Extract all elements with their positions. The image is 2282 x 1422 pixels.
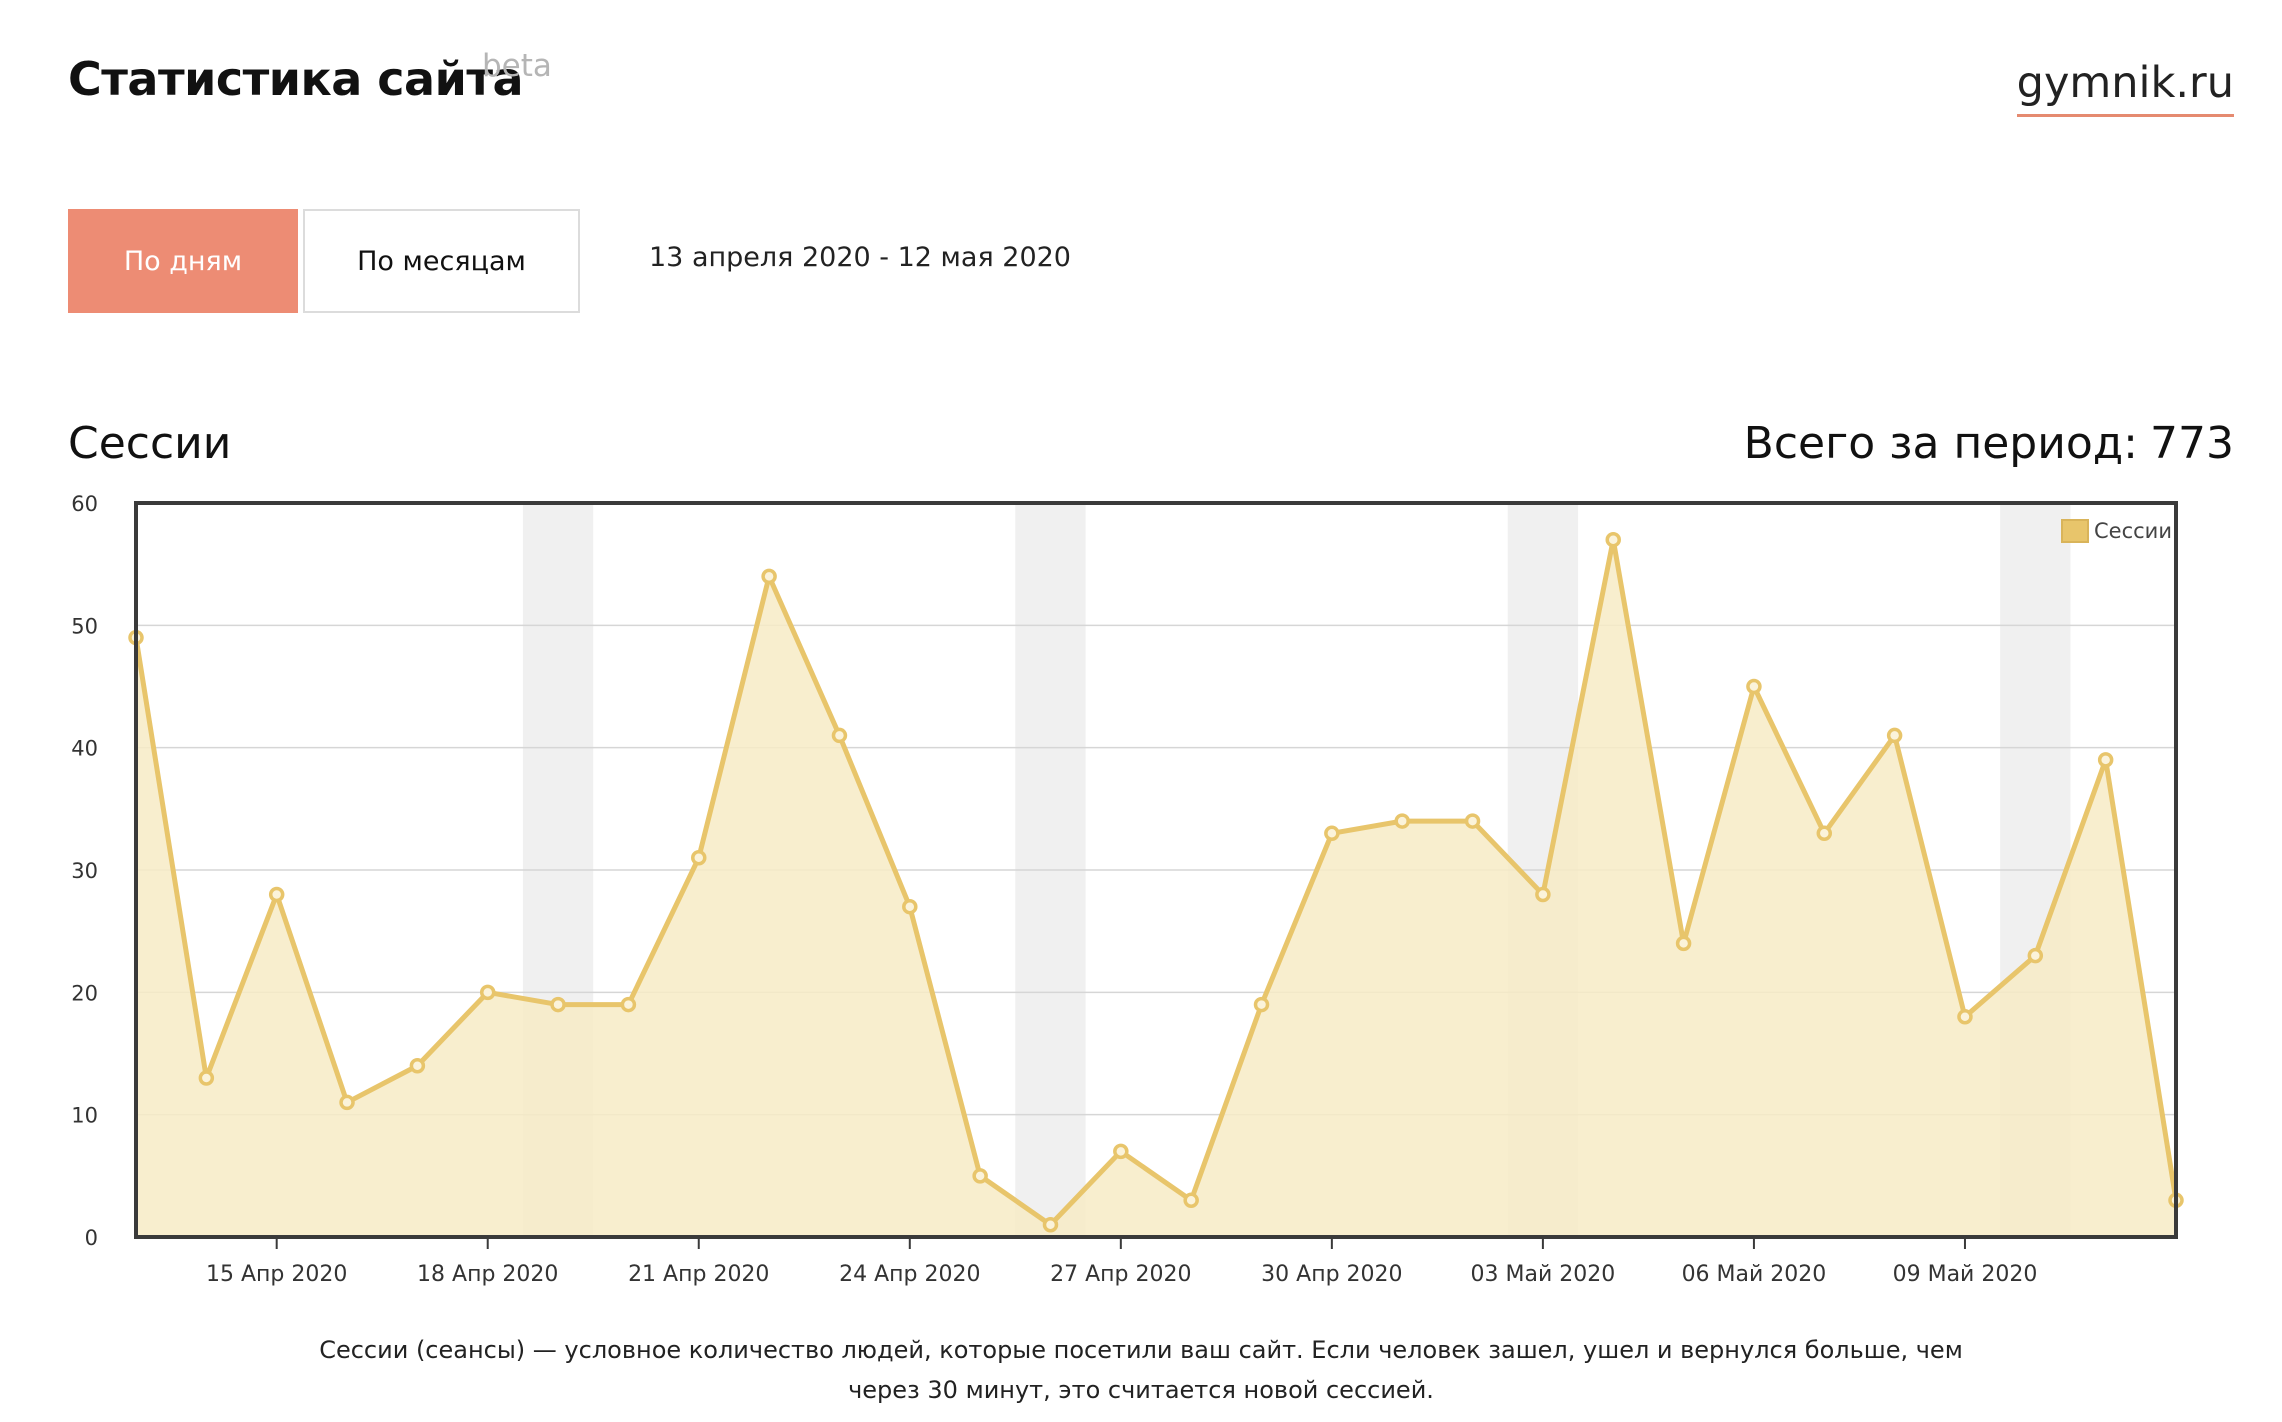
total-value: 773	[2150, 418, 2234, 469]
sessions-chart: 0 10 20 30 40 50 60 15 Апр 2020 18 Апр 2020 21 Ап…	[71, 492, 2184, 1287]
x-tick-label: 03 Май 2020	[1471, 1262, 1616, 1287]
data-point	[550, 996, 566, 1013]
y-tick-label: 0	[85, 1226, 98, 1250]
data-point	[1394, 813, 1410, 829]
y-tick-label: 60	[71, 492, 98, 516]
data-point	[1535, 886, 1551, 903]
data-point	[2097, 752, 2114, 768]
total-label: Всего за период:	[1743, 418, 2139, 469]
page-title: Статистика сайта	[68, 52, 524, 106]
x-tick-label: 30 Апр 2020	[1261, 1262, 1402, 1287]
x-tick-label: 27 Апр 2020	[1050, 1262, 1191, 1287]
y-tick-label: 50	[71, 614, 98, 638]
data-point	[1957, 1009, 1973, 1025]
data-point	[2027, 947, 2044, 964]
y-tick-label: 20	[71, 981, 98, 1005]
x-tick-label: 21 Апр 2020	[628, 1262, 769, 1287]
data-point	[1816, 825, 1833, 842]
x-tick-label: 06 Май 2020	[1682, 1262, 1827, 1287]
data-point	[831, 727, 848, 744]
x-tick-label: 18 Апр 2020	[417, 1262, 558, 1287]
by-days-button[interactable]: По дням	[68, 209, 298, 313]
data-point	[1746, 678, 1762, 695]
data-point	[691, 850, 707, 866]
data-point	[1464, 813, 1481, 829]
data-point	[198, 1070, 215, 1086]
data-point	[409, 1057, 426, 1074]
data-point	[620, 996, 637, 1013]
series-line	[133, 537, 2179, 1228]
data-point	[902, 898, 918, 915]
data-point	[1886, 727, 1903, 744]
x-tick-label: 09 Май 2020	[1893, 1262, 2038, 1287]
x-tick-label: 24 Апр 2020	[839, 1262, 980, 1287]
data-point	[1113, 1143, 1129, 1160]
series-area	[136, 539, 2176, 1237]
data-point	[479, 984, 496, 1001]
data-point	[1183, 1192, 1199, 1209]
plot-frame	[134, 501, 2178, 1239]
y-tick-label: 30	[71, 859, 98, 883]
data-point	[761, 568, 777, 585]
data-point	[339, 1094, 355, 1111]
site-link[interactable]: gymnik.ru	[2016, 58, 2234, 117]
data-point	[1675, 935, 1692, 952]
by-months-button[interactable]: По месяцам	[303, 209, 580, 313]
data-point	[1253, 996, 1270, 1013]
data-point	[268, 886, 285, 903]
beta-badge: beta	[482, 48, 552, 84]
data-point	[1042, 1217, 1059, 1233]
total-sessions: Всего за период: 773	[1744, 418, 2234, 469]
chart-section-title: Сессии	[68, 418, 232, 469]
date-range: 13 апреля 2020 - 12 мая 2020	[649, 242, 1071, 273]
legend-label: Сессии	[2094, 519, 2172, 543]
sessions-note: Сессии (сеансы) — условное количество лю…	[319, 1336, 1963, 1404]
x-tick-label: 15 Апр 2020	[206, 1262, 347, 1287]
y-tick-label: 10	[71, 1104, 98, 1128]
data-point	[1605, 531, 1621, 548]
y-tick-label: 40	[71, 737, 98, 761]
legend-swatch	[2061, 519, 2089, 543]
data-point	[1324, 825, 1340, 842]
data-point	[972, 1168, 988, 1184]
